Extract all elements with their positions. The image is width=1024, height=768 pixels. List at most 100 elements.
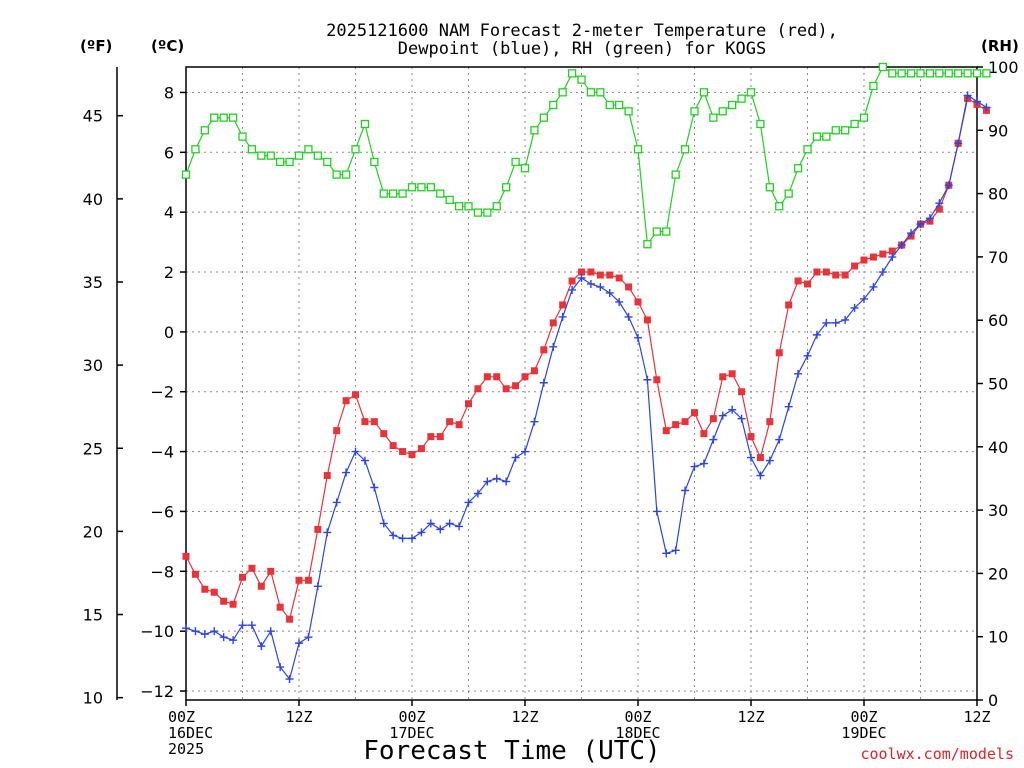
data-point <box>398 189 407 198</box>
data-point <box>690 462 699 471</box>
x-tick-label: 12Z <box>737 708 764 726</box>
data-point <box>540 346 548 354</box>
data-point <box>794 369 803 378</box>
data-point <box>662 549 671 558</box>
data-point <box>210 113 219 122</box>
celsius-tick-label: −6 <box>150 502 174 521</box>
data-point <box>323 528 332 537</box>
data-point <box>360 456 369 465</box>
x-tick-label: 00Z <box>398 708 425 726</box>
data-point <box>257 582 265 590</box>
data-point <box>436 189 445 198</box>
rh-unit-label: (RH) <box>981 37 1019 55</box>
data-point <box>200 126 209 135</box>
data-point <box>596 88 605 97</box>
data-point <box>530 417 539 426</box>
data-point <box>605 288 614 297</box>
data-point <box>408 534 416 543</box>
data-point <box>888 247 896 255</box>
data-point <box>473 208 483 217</box>
data-point <box>832 271 840 279</box>
data-point <box>643 240 652 249</box>
rh-tick-label: 100 <box>988 58 1019 77</box>
data-point <box>238 132 247 141</box>
data-series <box>181 62 991 684</box>
data-point <box>634 298 642 306</box>
data-point <box>285 675 294 684</box>
data-point <box>427 433 435 441</box>
data-point <box>511 157 520 167</box>
data-point <box>653 376 661 384</box>
gridlines <box>186 67 977 700</box>
data-point <box>483 477 492 486</box>
data-point <box>445 195 454 205</box>
data-point <box>709 435 718 444</box>
celsius-tick-label: 4 <box>164 203 174 222</box>
data-point <box>313 582 322 591</box>
data-point <box>181 170 191 179</box>
data-point <box>775 202 784 211</box>
x-tick-label: 18DEC <box>615 724 660 742</box>
data-point <box>784 402 793 411</box>
rh-tick-label: 10 <box>988 628 1008 647</box>
data-point <box>247 145 257 154</box>
data-point <box>502 477 511 486</box>
data-point <box>738 388 746 396</box>
celsius-unit-label: (ºC) <box>151 37 184 55</box>
data-point <box>944 69 953 78</box>
data-point <box>944 181 953 190</box>
x-tick-label: 12Z <box>963 708 990 726</box>
data-point <box>313 151 322 160</box>
data-point <box>191 570 199 578</box>
data-point <box>578 268 585 276</box>
data-point <box>558 312 567 321</box>
data-point <box>869 282 878 291</box>
data-point <box>719 373 727 381</box>
data-point <box>436 525 445 534</box>
data-point <box>539 378 548 387</box>
data-point <box>690 107 699 116</box>
data-point <box>860 294 868 303</box>
series-line <box>185 97 987 621</box>
data-point <box>248 564 256 572</box>
data-point <box>219 113 228 122</box>
data-point <box>850 303 859 312</box>
data-point <box>398 534 407 543</box>
data-point <box>775 349 783 357</box>
data-point <box>201 585 209 593</box>
celsius-tick-label: −4 <box>150 443 174 462</box>
x-tick-label: 16DEC <box>168 724 213 742</box>
data-point <box>342 468 351 477</box>
data-point <box>633 145 643 154</box>
data-point <box>521 447 529 456</box>
data-point <box>766 418 774 426</box>
data-point <box>568 277 576 285</box>
data-point <box>257 642 266 651</box>
data-point <box>323 472 331 480</box>
data-point <box>426 183 435 192</box>
data-point <box>464 202 473 211</box>
data-point <box>954 69 963 78</box>
data-point <box>728 100 737 110</box>
data-point <box>606 271 614 279</box>
data-point <box>972 69 982 78</box>
fahrenheit-tick-label: 15 <box>83 606 103 625</box>
data-point <box>822 132 831 141</box>
data-point <box>464 498 473 507</box>
celsius-tick-label: −12 <box>140 682 174 701</box>
data-point <box>332 498 341 507</box>
data-point <box>399 448 407 456</box>
plot-frame <box>185 66 978 701</box>
data-point <box>652 227 661 236</box>
data-point <box>756 454 764 462</box>
x-axis-label: Forecast Time (UTC) <box>363 736 660 766</box>
data-point <box>455 522 464 531</box>
data-point <box>624 312 633 321</box>
data-point <box>361 418 369 426</box>
data-point <box>888 253 897 262</box>
data-point <box>615 274 623 282</box>
data-point <box>907 229 916 238</box>
data-point <box>897 241 906 250</box>
data-point <box>304 633 313 642</box>
